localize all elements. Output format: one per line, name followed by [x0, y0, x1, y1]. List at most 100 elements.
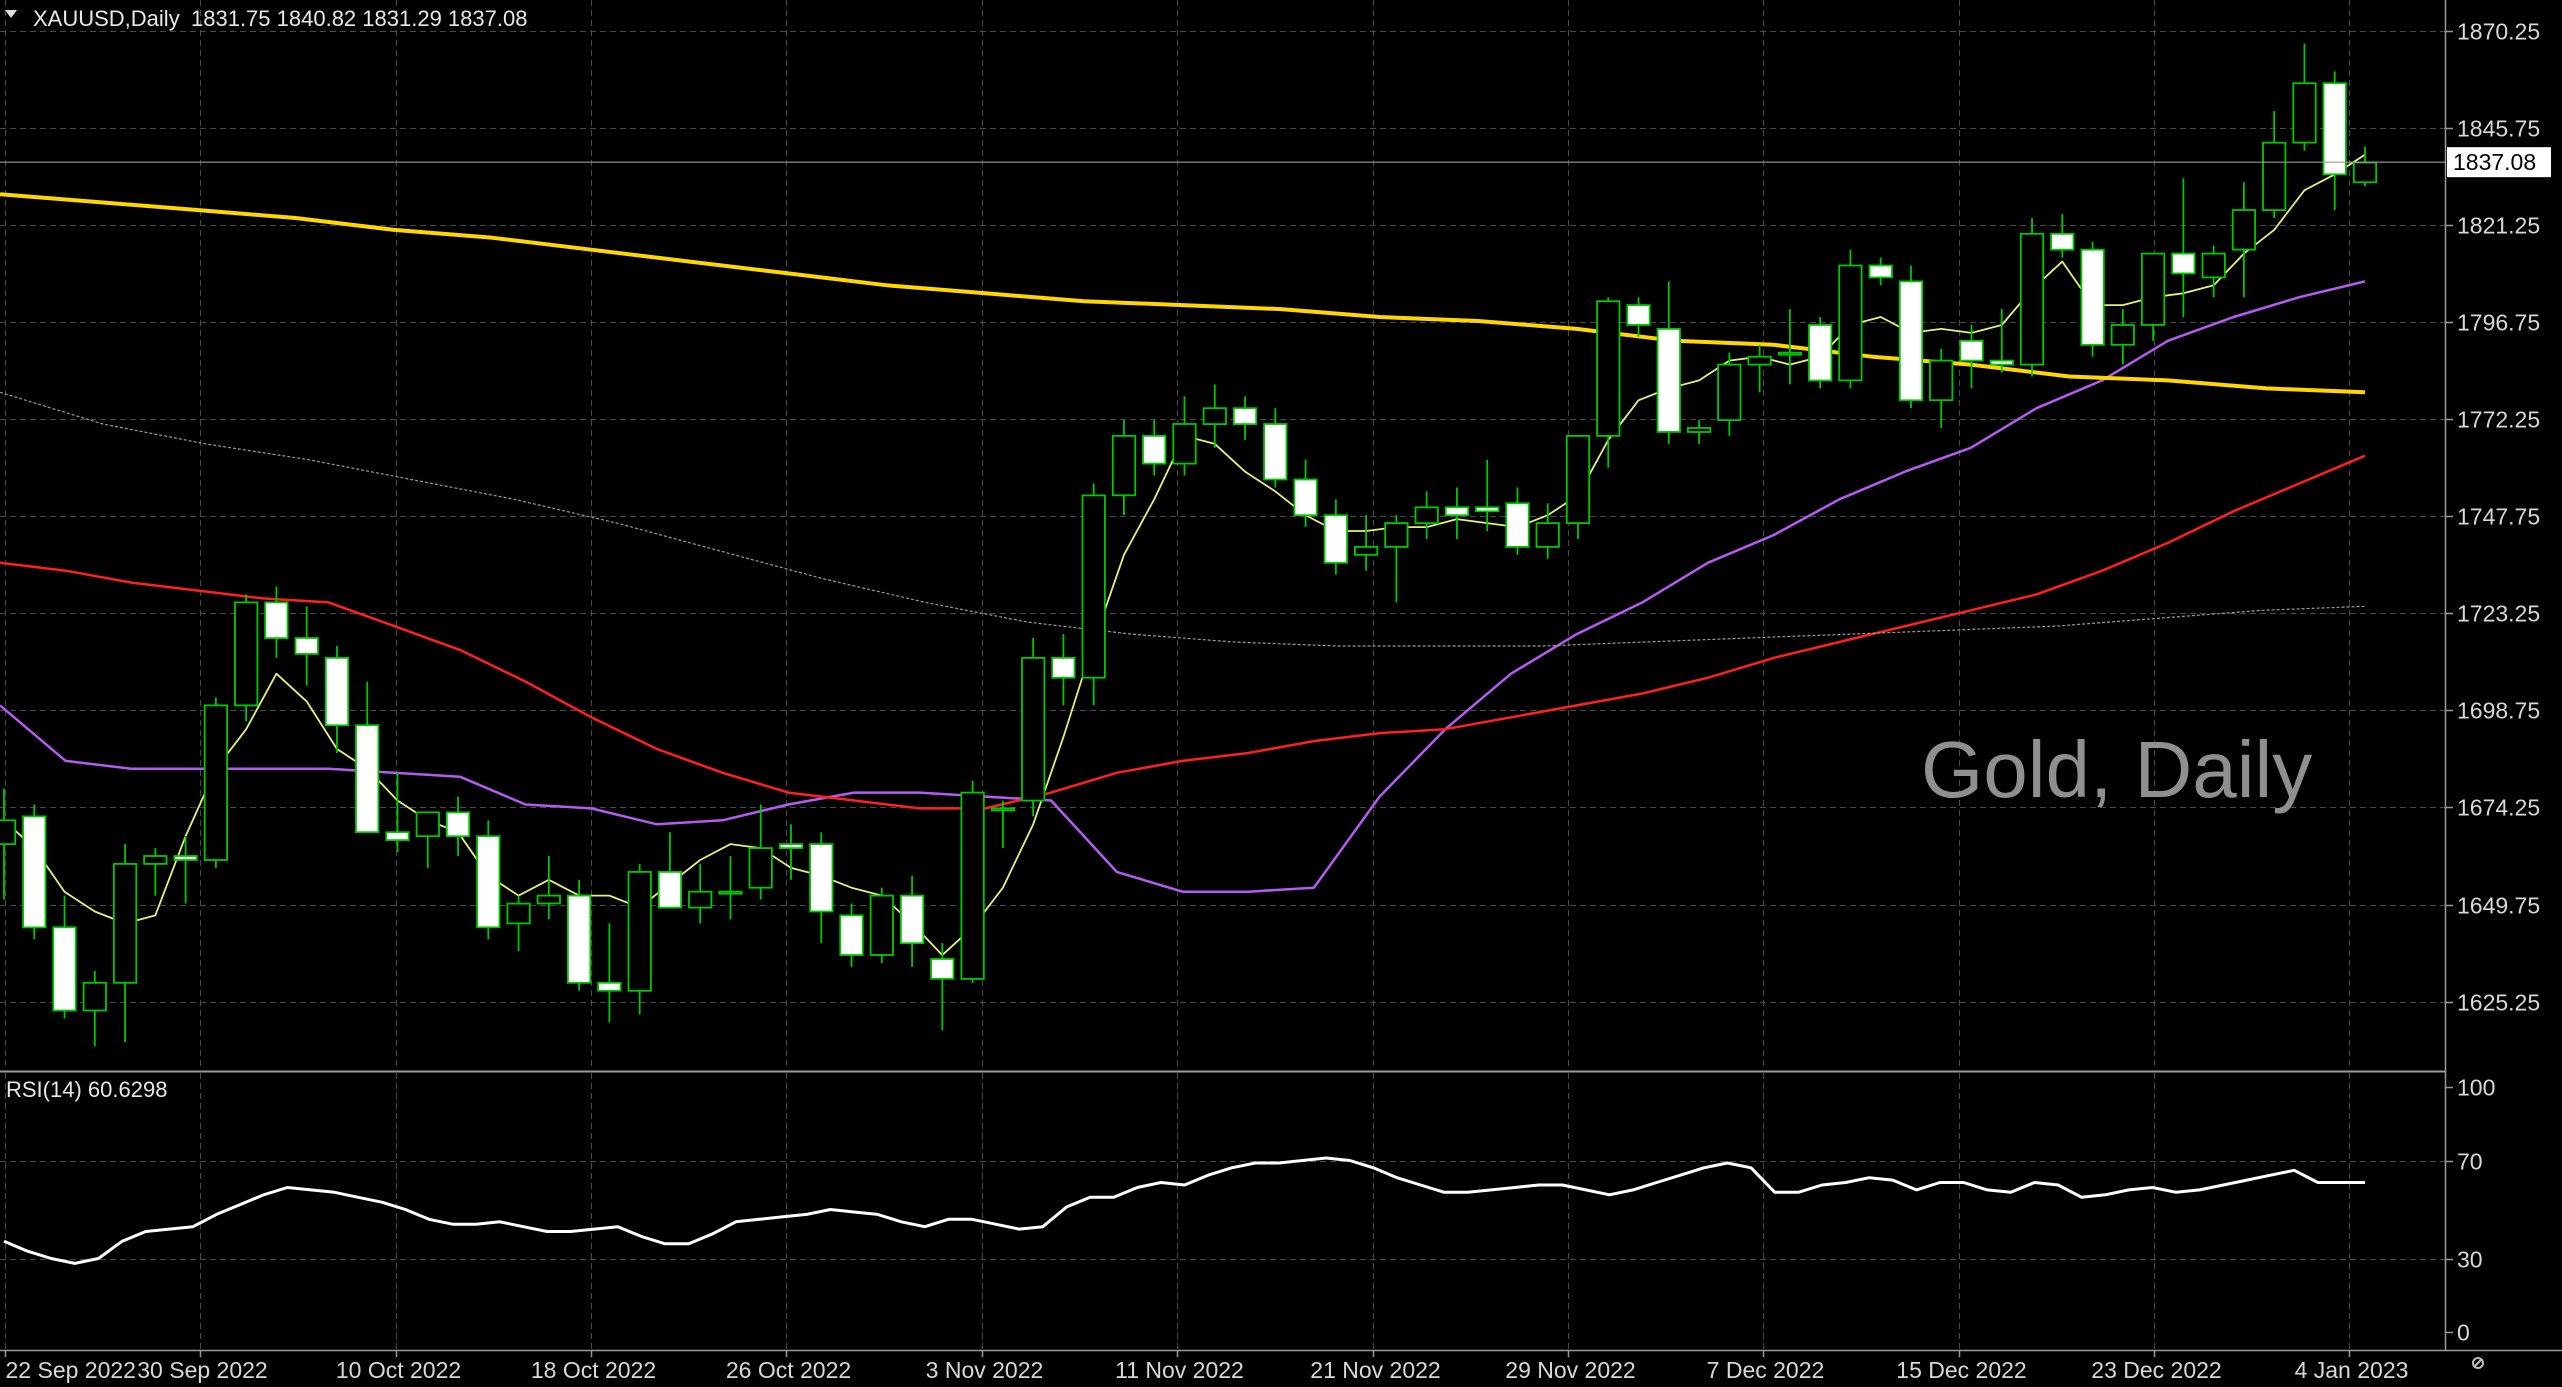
candle[interactable] [567, 879, 592, 991]
candle[interactable] [264, 586, 289, 658]
candle[interactable] [415, 811, 440, 868]
candle[interactable] [1747, 344, 1772, 393]
candle[interactable] [234, 594, 259, 722]
candle[interactable] [506, 895, 531, 952]
candle[interactable] [1626, 297, 1651, 337]
candle-body-bull [1172, 423, 1197, 465]
candle[interactable] [294, 606, 319, 686]
candle[interactable] [1293, 459, 1318, 528]
candle[interactable] [869, 887, 894, 963]
candle[interactable] [1051, 634, 1076, 706]
candle[interactable] [1989, 309, 2014, 373]
candle[interactable] [2352, 146, 2378, 187]
candle[interactable] [82, 970, 107, 1047]
candle[interactable] [1444, 487, 1469, 539]
candle[interactable] [2262, 110, 2287, 218]
icon-logo [2472, 1357, 2484, 1369]
candle-body-bear [1323, 514, 1348, 564]
candle[interactable] [1475, 459, 1500, 532]
candle[interactable] [748, 804, 773, 900]
candle[interactable] [1656, 281, 1681, 444]
candle[interactable] [22, 804, 47, 940]
candle[interactable] [2080, 241, 2105, 357]
candle[interactable] [2019, 217, 2045, 377]
candle[interactable] [52, 895, 77, 1019]
candle[interactable] [203, 697, 228, 868]
candle[interactable] [900, 875, 925, 967]
candle[interactable] [1868, 257, 1893, 286]
candle[interactable] [1384, 515, 1409, 603]
candle[interactable] [2171, 178, 2196, 318]
candle[interactable] [627, 863, 652, 1015]
candle[interactable] [1505, 487, 1530, 555]
candle[interactable] [778, 824, 804, 880]
candle[interactable] [445, 796, 471, 856]
candle-body-bear [355, 724, 380, 834]
triangle-down-icon[interactable] [5, 10, 17, 18]
candle[interactable] [476, 820, 501, 940]
candle[interactable] [1959, 324, 1984, 389]
candle-body-bull [688, 890, 713, 909]
candlestick-series[interactable] [0, 43, 2378, 1047]
candle-body-bull [748, 847, 773, 889]
candle[interactable] [1021, 638, 1046, 817]
candle[interactable] [2201, 245, 2226, 298]
candle[interactable] [718, 856, 743, 920]
candle[interactable] [1232, 396, 1258, 440]
candle[interactable] [839, 903, 864, 967]
candle[interactable] [2110, 309, 2135, 365]
candle[interactable] [2292, 43, 2317, 151]
current-price-tag[interactable] [2447, 147, 2551, 178]
price-axis-label: 1821.25 [2457, 213, 2540, 239]
candle[interactable] [1111, 420, 1137, 516]
candle[interactable] [324, 645, 350, 753]
candle[interactable] [688, 863, 713, 924]
candle[interactable] [1808, 317, 1833, 389]
candle-body-bear [2322, 82, 2347, 176]
candle[interactable] [536, 856, 561, 920]
candle[interactable] [1172, 396, 1197, 476]
time-axis-label: 23 Dec 2022 [2091, 1357, 2221, 1383]
candle-body-bull [113, 863, 138, 984]
candle[interactable] [1535, 503, 1560, 559]
candle[interactable] [143, 848, 168, 896]
candle[interactable] [2231, 182, 2256, 298]
price-axis-label: 1723.25 [2457, 601, 2540, 627]
candle[interactable] [1687, 420, 1712, 444]
candle[interactable] [1777, 309, 1802, 385]
candle[interactable] [355, 681, 380, 834]
candle[interactable] [1323, 499, 1348, 575]
candle[interactable] [809, 832, 834, 944]
candle[interactable] [1081, 483, 1106, 706]
price-axis-label: 1870.25 [2457, 19, 2540, 45]
candle[interactable] [990, 800, 1016, 849]
candle-body-bull [415, 811, 440, 838]
candle[interactable] [113, 844, 138, 1043]
candle[interactable] [1929, 348, 1954, 428]
candle[interactable] [173, 836, 198, 904]
candle[interactable] [960, 780, 985, 983]
candle[interactable] [1142, 420, 1167, 476]
candle[interactable] [385, 772, 410, 853]
candle[interactable] [0, 788, 17, 900]
candle-body-bull [234, 601, 259, 707]
candle[interactable] [1414, 491, 1439, 539]
candle[interactable] [1717, 352, 1742, 436]
candle[interactable] [2322, 71, 2347, 211]
candle[interactable] [1596, 297, 1621, 468]
candle[interactable] [597, 923, 622, 1023]
candle[interactable] [2050, 214, 2075, 258]
candle[interactable] [1898, 265, 1924, 409]
candle[interactable] [930, 943, 955, 1031]
candle-body-bear [1898, 280, 1924, 402]
candle-body-bull [0, 819, 17, 845]
candle-body-bear [264, 601, 289, 640]
candle[interactable] [1838, 249, 1863, 389]
candle[interactable] [1354, 515, 1379, 571]
candle[interactable] [1263, 408, 1288, 488]
grid-layer [0, 0, 2445, 1350]
candle[interactable] [2140, 252, 2166, 341]
candle[interactable] [1202, 384, 1227, 448]
candle[interactable] [657, 832, 683, 909]
candle[interactable] [1565, 434, 1591, 539]
